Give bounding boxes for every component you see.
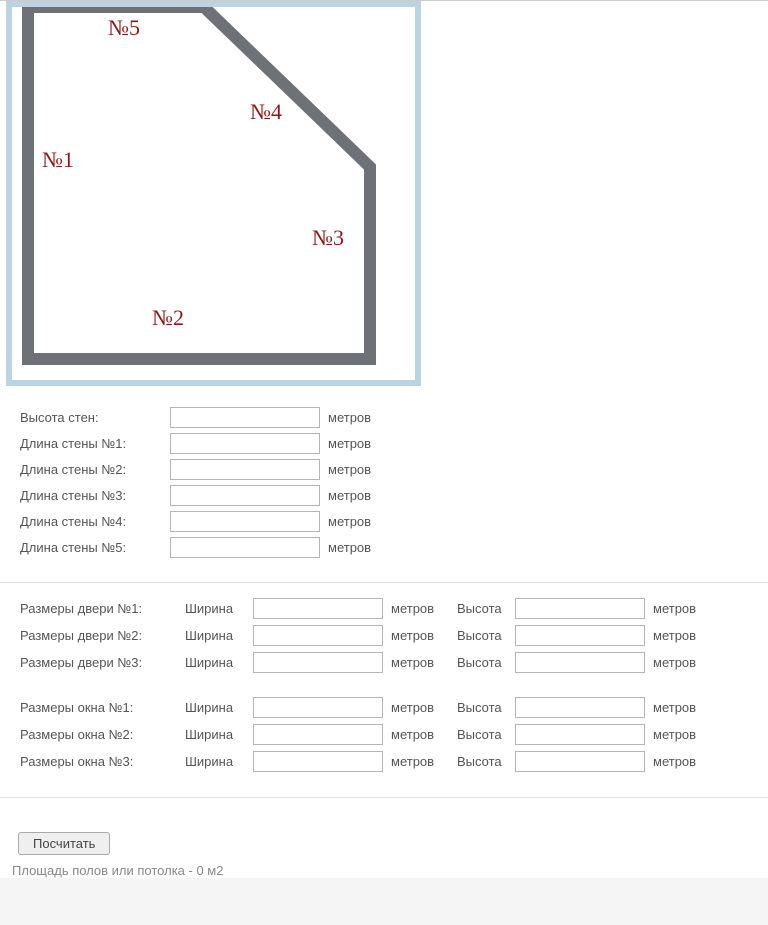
height-sublabel: Высота xyxy=(457,700,515,715)
unit-text: метров xyxy=(328,540,371,555)
room-diagram: №5 №4 №1 №3 №2 xyxy=(12,7,415,380)
wall-length-row-5: Длина стены №5: метров xyxy=(20,534,756,560)
wall-height-row: Высота стен: метров xyxy=(20,404,756,430)
room-diagram-outer: №5 №4 №1 №3 №2 xyxy=(6,1,421,386)
wall-height-label: Высота стен: xyxy=(20,410,170,425)
width-sublabel: Ширина xyxy=(185,601,253,616)
wall-label-4: №3 xyxy=(312,225,344,251)
wall-length-input-3[interactable] xyxy=(170,485,320,506)
width-sublabel: Ширина xyxy=(185,754,253,769)
wall-length-row-2: Длина стены №2: метров xyxy=(20,456,756,482)
door-height-input-3[interactable] xyxy=(515,652,645,673)
wall-length-row-3: Длина стены №3: метров xyxy=(20,482,756,508)
door-height-input-1[interactable] xyxy=(515,598,645,619)
walls-section: Высота стен: метров Длина стены №1: метро… xyxy=(0,386,768,564)
door-label: Размеры двери №1: xyxy=(20,601,185,616)
height-sublabel: Высота xyxy=(457,754,515,769)
unit-text: метров xyxy=(328,462,371,477)
room-shape-svg xyxy=(12,7,415,380)
unit-text: метров xyxy=(653,727,696,742)
door-width-input-2[interactable] xyxy=(253,625,383,646)
unit-text: метров xyxy=(653,700,696,715)
door-width-input-1[interactable] xyxy=(253,598,383,619)
unit-text: метров xyxy=(653,628,696,643)
unit-text: метров xyxy=(391,601,457,616)
wall-label-3: №1 xyxy=(42,147,74,173)
window-label: Размеры окна №2: xyxy=(20,727,185,742)
unit-text: метров xyxy=(328,436,371,451)
wall-length-label: Длина стены №5: xyxy=(20,540,170,555)
calculator-page: №5 №4 №1 №3 №2 Высота стен: метров Длина сте… xyxy=(0,0,768,878)
separator xyxy=(0,582,768,583)
wall-label-1: №5 xyxy=(108,15,140,41)
doors-section: Размеры двери №1:ШиринаметровВысотаметро… xyxy=(0,595,768,680)
width-sublabel: Ширина xyxy=(185,655,253,670)
calculate-button[interactable]: Посчитать xyxy=(18,832,110,855)
result-text: Площадь полов или потолка - 0 м2 xyxy=(12,863,768,878)
door-label: Размеры двери №2: xyxy=(20,628,185,643)
width-sublabel: Ширина xyxy=(185,700,253,715)
door-label: Размеры двери №3: xyxy=(20,655,185,670)
unit-text: метров xyxy=(328,514,371,529)
height-sublabel: Высота xyxy=(457,655,515,670)
window-label: Размеры окна №3: xyxy=(20,754,185,769)
window-row-3: Размеры окна №3:ШиринаметровВысотаметров xyxy=(20,748,756,775)
door-row-1: Размеры двери №1:ШиринаметровВысотаметро… xyxy=(20,595,756,622)
wall-length-label: Длина стены №1: xyxy=(20,436,170,451)
unit-text: метров xyxy=(328,410,371,425)
separator xyxy=(0,797,768,798)
door-row-2: Размеры двери №2:ШиринаметровВысотаметро… xyxy=(20,622,756,649)
wall-length-input-4[interactable] xyxy=(170,511,320,532)
unit-text: метров xyxy=(391,628,457,643)
unit-text: метров xyxy=(391,700,457,715)
wall-length-label: Длина стены №4: xyxy=(20,514,170,529)
window-row-1: Размеры окна №1:ШиринаметровВысотаметров xyxy=(20,694,756,721)
unit-text: метров xyxy=(653,601,696,616)
wall-length-input-2[interactable] xyxy=(170,459,320,480)
height-sublabel: Высота xyxy=(457,628,515,643)
width-sublabel: Ширина xyxy=(185,628,253,643)
wall-length-input-1[interactable] xyxy=(170,433,320,454)
window-label: Размеры окна №1: xyxy=(20,700,185,715)
wall-length-row-1: Длина стены №1: метров xyxy=(20,430,756,456)
wall-length-label: Длина стены №2: xyxy=(20,462,170,477)
wall-label-2: №4 xyxy=(250,99,282,125)
wall-label-5: №2 xyxy=(152,305,184,331)
unit-text: метров xyxy=(653,754,696,769)
unit-text: метров xyxy=(391,727,457,742)
wall-length-row-4: Длина стены №4: метров xyxy=(20,508,756,534)
window-height-input-3[interactable] xyxy=(515,751,645,772)
window-height-input-2[interactable] xyxy=(515,724,645,745)
unit-text: метров xyxy=(328,488,371,503)
window-width-input-3[interactable] xyxy=(253,751,383,772)
unit-text: метров xyxy=(653,655,696,670)
wall-height-input[interactable] xyxy=(170,407,320,428)
height-sublabel: Высота xyxy=(457,601,515,616)
door-row-3: Размеры двери №3:ШиринаметровВысотаметро… xyxy=(20,649,756,676)
unit-text: метров xyxy=(391,754,457,769)
wall-length-input-5[interactable] xyxy=(170,537,320,558)
door-width-input-3[interactable] xyxy=(253,652,383,673)
unit-text: метров xyxy=(391,655,457,670)
window-width-input-1[interactable] xyxy=(253,697,383,718)
windows-section: Размеры окна №1:ШиринаметровВысотаметров… xyxy=(0,694,768,779)
door-height-input-2[interactable] xyxy=(515,625,645,646)
window-height-input-1[interactable] xyxy=(515,697,645,718)
height-sublabel: Высота xyxy=(457,727,515,742)
window-width-input-2[interactable] xyxy=(253,724,383,745)
window-row-2: Размеры окна №2:ШиринаметровВысотаметров xyxy=(20,721,756,748)
wall-length-label: Длина стены №3: xyxy=(20,488,170,503)
width-sublabel: Ширина xyxy=(185,727,253,742)
